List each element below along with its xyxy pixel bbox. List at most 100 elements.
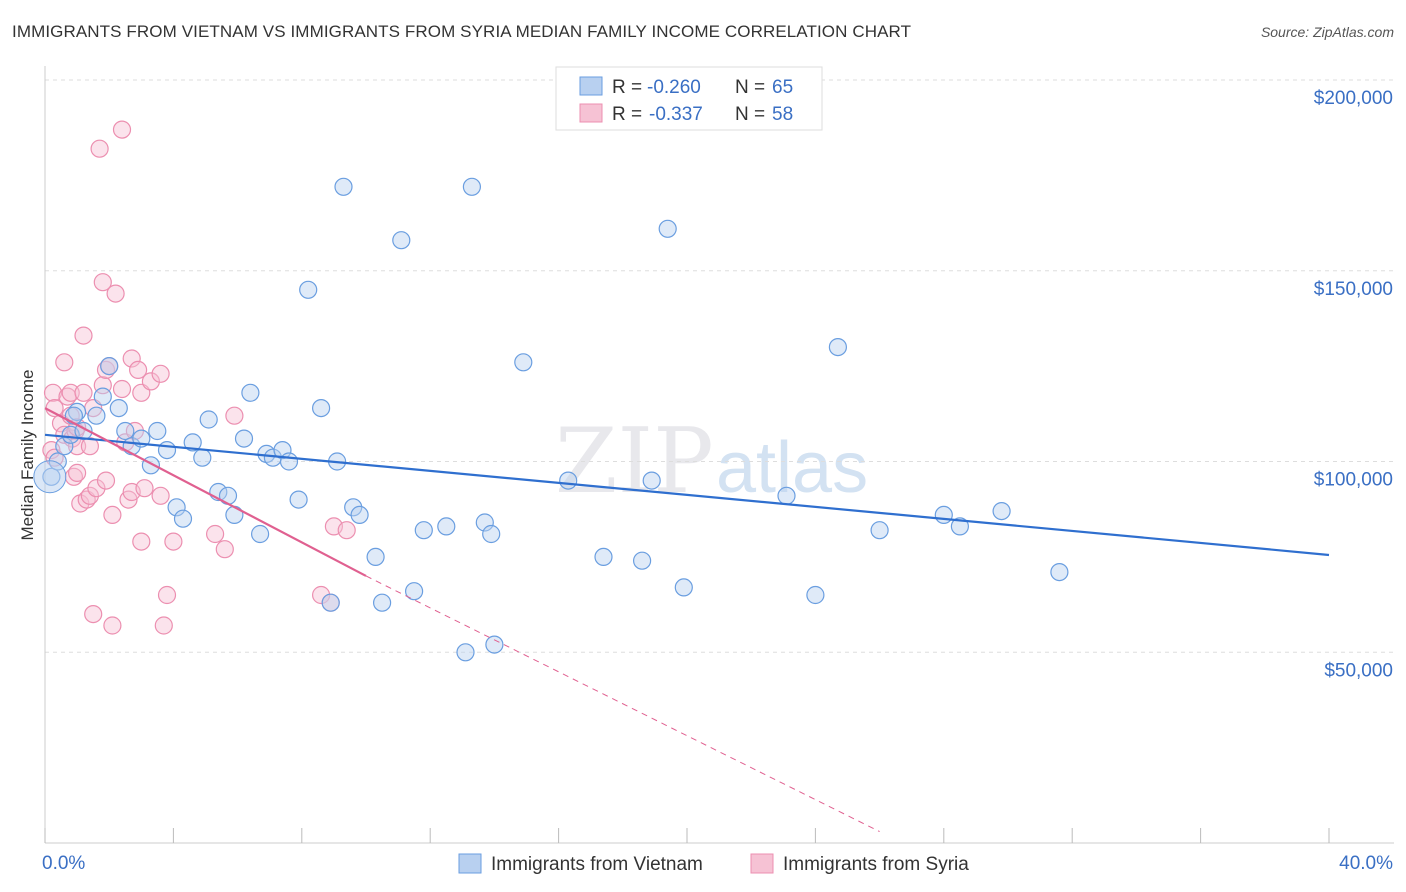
syria-point	[87, 479, 106, 498]
gridlines	[45, 79, 1394, 653]
series-legend-swatch-vietnam	[458, 853, 482, 874]
vietnam-point	[183, 433, 202, 452]
syria-point	[112, 379, 132, 399]
syria-point	[74, 383, 93, 402]
vietnam-point	[199, 410, 218, 429]
vietnam-point	[462, 177, 481, 196]
vietnam-point	[350, 505, 369, 525]
vietnam-point	[321, 593, 340, 612]
axes	[44, 66, 1394, 844]
syria-point	[80, 437, 100, 456]
syria-point	[312, 585, 331, 605]
syria-point	[125, 421, 144, 441]
syria-point	[151, 364, 170, 383]
legend-n-value-vietnam: 65	[772, 77, 793, 98]
y-tick-labels: $50,000 $100,000 $150,000 $200,000	[1314, 88, 1393, 681]
syria-point	[132, 532, 151, 551]
y-axis-title: Median Family Income	[18, 369, 37, 540]
syria-points	[42, 120, 356, 635]
y-tick-label: $200,000	[1314, 88, 1393, 109]
vietnam-point	[674, 578, 693, 597]
syria-trend-line	[44, 407, 367, 577]
syria-trend-extension	[365, 575, 880, 833]
vietnam-point	[87, 406, 106, 425]
vietnam-trend-line	[44, 433, 1330, 557]
syria-point	[93, 273, 112, 292]
syria-point	[90, 139, 109, 158]
vietnam-point	[234, 429, 254, 448]
vietnam-point	[279, 452, 299, 471]
vietnam-point	[658, 219, 677, 238]
vietnam-point	[485, 635, 504, 654]
vietnam-point	[93, 387, 112, 406]
series-legend-label-syria: Immigrants from Syria	[783, 854, 969, 875]
y-tick-label: $50,000	[1324, 660, 1393, 681]
vietnam-point	[225, 505, 244, 525]
syria-point	[112, 120, 132, 139]
vietnam-point	[373, 593, 392, 612]
vietnam-point	[475, 513, 494, 532]
syria-point	[74, 326, 93, 345]
vietnam-point	[167, 498, 186, 517]
vietnam-point	[109, 399, 128, 418]
x-ticks	[44, 828, 1330, 843]
vietnam-point	[806, 585, 825, 605]
series-legend: Immigrants from Vietnam Immigrants from …	[458, 853, 969, 875]
vietnam-point	[414, 521, 433, 540]
syria-point	[103, 505, 122, 525]
syria-point	[157, 585, 177, 605]
syria-point	[55, 353, 74, 372]
vietnam-points	[33, 177, 1069, 662]
syria-point	[154, 616, 173, 635]
vietnam-point	[334, 177, 353, 196]
syria-point	[337, 521, 356, 540]
legend-n-value-syria: 58	[772, 104, 793, 125]
vietnam-point	[594, 547, 613, 567]
syria-point	[129, 360, 148, 379]
vietnam-point	[934, 505, 953, 525]
vietnam-point	[642, 471, 661, 490]
vietnam-point	[157, 441, 177, 460]
x-axis-min-label: 0.0%	[42, 853, 85, 874]
vietnam-point	[777, 486, 796, 505]
legend-r-label-vietnam: R =	[612, 77, 642, 98]
syria-point	[215, 540, 234, 559]
y-tick-label: $100,000	[1314, 470, 1393, 491]
vietnam-point	[193, 448, 212, 467]
syria-point	[164, 532, 183, 551]
syria-point	[141, 372, 160, 391]
syria-point	[122, 349, 141, 368]
vietnam-point	[116, 421, 135, 441]
vietnam-point	[482, 524, 501, 544]
legend-r-label-syria: R =	[612, 104, 642, 125]
syria-point	[206, 524, 225, 544]
syria-point	[43, 383, 63, 402]
syria-point	[96, 471, 116, 490]
legend-n-label-vietnam: N =	[735, 77, 765, 98]
vietnam-point	[950, 517, 970, 536]
y-tick-label: $150,000	[1314, 279, 1393, 300]
syria-point	[84, 604, 103, 624]
syria-point	[151, 486, 170, 505]
chart-title: IMMIGRANTS FROM VIETNAM VS IMMIGRANTS FR…	[12, 22, 912, 41]
vietnam-point-large	[33, 460, 67, 494]
series-legend-label-vietnam: Immigrants from Vietnam	[491, 854, 703, 875]
vietnam-point	[251, 524, 270, 544]
vietnam-point	[456, 643, 475, 662]
vietnam-point	[405, 582, 424, 601]
vietnam-point	[632, 551, 652, 570]
legend-swatch-vietnam	[579, 76, 603, 96]
vietnam-point	[312, 399, 331, 418]
vietnam-point	[828, 338, 848, 357]
vietnam-point	[366, 547, 385, 567]
syria-point	[103, 616, 122, 635]
legend-n-label-syria: N =	[735, 104, 765, 125]
vietnam-point	[241, 383, 260, 402]
chart-source: Source: ZipAtlas.com	[1260, 24, 1394, 40]
syria-point	[106, 284, 125, 303]
vietnam-point	[148, 421, 167, 441]
vietnam-point	[514, 353, 533, 372]
vietnam-point	[392, 231, 411, 250]
legend-r-value-syria: -0.337	[649, 104, 703, 125]
